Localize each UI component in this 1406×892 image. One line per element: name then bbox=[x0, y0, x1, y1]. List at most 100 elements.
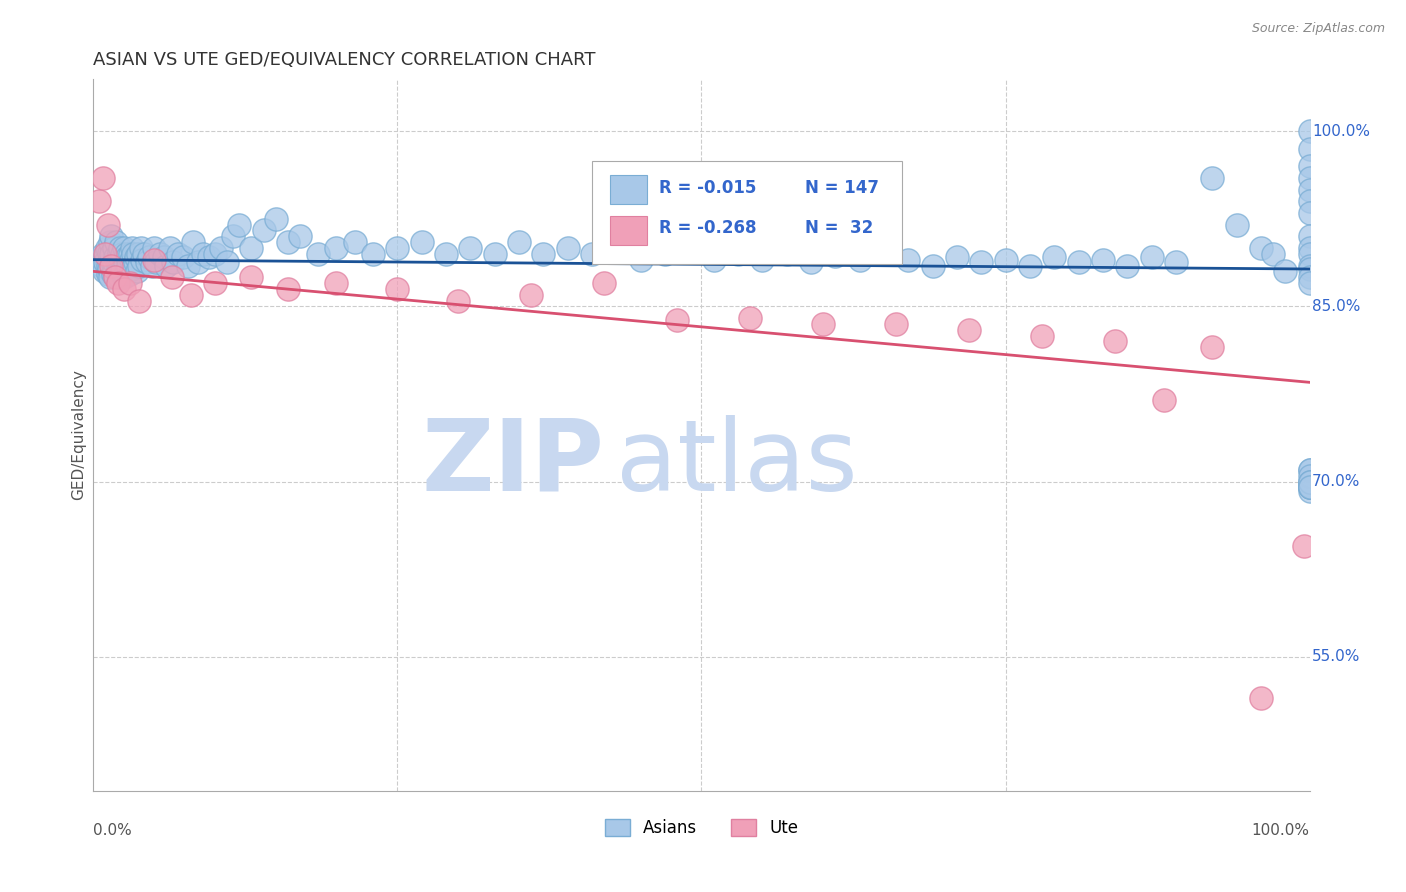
Point bbox=[167, 247, 190, 261]
Point bbox=[921, 259, 943, 273]
FancyBboxPatch shape bbox=[592, 161, 903, 264]
Point bbox=[1116, 259, 1139, 273]
Legend: Asians, Ute: Asians, Ute bbox=[598, 812, 804, 844]
Point bbox=[107, 262, 129, 277]
Point bbox=[1299, 259, 1322, 273]
Point bbox=[1274, 264, 1296, 278]
Point bbox=[127, 247, 149, 261]
Text: N = 147: N = 147 bbox=[804, 178, 879, 196]
Point bbox=[605, 241, 627, 255]
Point bbox=[1250, 241, 1272, 255]
Point bbox=[107, 245, 129, 260]
Point bbox=[115, 247, 138, 261]
Point bbox=[848, 252, 870, 267]
Point bbox=[98, 235, 121, 249]
Point bbox=[1201, 170, 1223, 185]
Point bbox=[105, 235, 128, 249]
Point bbox=[387, 241, 409, 255]
Point bbox=[1226, 218, 1249, 232]
Point bbox=[252, 223, 274, 237]
Point bbox=[89, 194, 111, 209]
Point bbox=[897, 252, 920, 267]
Point bbox=[98, 262, 121, 277]
Point bbox=[240, 270, 263, 285]
Point bbox=[124, 255, 146, 269]
Point bbox=[90, 259, 112, 273]
Point bbox=[135, 255, 157, 269]
Point bbox=[1299, 481, 1322, 495]
Point bbox=[1299, 170, 1322, 185]
Point bbox=[740, 311, 762, 326]
Point bbox=[209, 241, 232, 255]
Point bbox=[108, 259, 131, 273]
Point bbox=[187, 255, 209, 269]
Text: 55.0%: 55.0% bbox=[1312, 649, 1361, 665]
Text: ZIP: ZIP bbox=[422, 415, 605, 512]
Point bbox=[1250, 690, 1272, 705]
Point bbox=[1299, 183, 1322, 197]
Point bbox=[91, 247, 114, 261]
Point bbox=[94, 255, 117, 269]
Point bbox=[1299, 463, 1322, 477]
Point bbox=[104, 270, 127, 285]
Point bbox=[361, 247, 384, 261]
Point bbox=[1299, 481, 1322, 495]
Point bbox=[100, 259, 122, 273]
FancyBboxPatch shape bbox=[610, 176, 647, 204]
Point bbox=[101, 267, 124, 281]
Point bbox=[215, 255, 238, 269]
Point bbox=[134, 247, 156, 261]
Point bbox=[1299, 475, 1322, 489]
Point bbox=[112, 270, 135, 285]
Point bbox=[957, 323, 980, 337]
Point bbox=[107, 255, 129, 269]
Point bbox=[1019, 259, 1042, 273]
Point bbox=[181, 235, 204, 249]
Point bbox=[100, 229, 122, 244]
Point bbox=[654, 247, 676, 261]
Point bbox=[1031, 328, 1053, 343]
Point bbox=[484, 247, 506, 261]
Point bbox=[162, 255, 184, 269]
Point bbox=[107, 276, 129, 290]
Point bbox=[114, 267, 136, 281]
Point bbox=[118, 267, 141, 281]
Point bbox=[228, 218, 250, 232]
Point bbox=[114, 255, 136, 269]
Point bbox=[946, 250, 969, 264]
Point bbox=[120, 252, 142, 267]
Point bbox=[191, 247, 214, 261]
Point bbox=[800, 255, 823, 269]
Point bbox=[325, 276, 347, 290]
Point bbox=[1299, 270, 1322, 285]
Point bbox=[1201, 340, 1223, 354]
Point bbox=[104, 268, 127, 283]
Point bbox=[1299, 475, 1322, 489]
Point bbox=[121, 262, 143, 277]
Point bbox=[112, 241, 135, 255]
Point bbox=[98, 270, 121, 285]
Point bbox=[98, 245, 121, 260]
Point bbox=[152, 250, 174, 264]
Point bbox=[177, 259, 200, 273]
Point bbox=[204, 247, 226, 261]
Point bbox=[1299, 276, 1322, 290]
Point bbox=[125, 250, 148, 264]
Y-axis label: GED/Equivalency: GED/Equivalency bbox=[72, 369, 86, 500]
Point bbox=[1043, 250, 1066, 264]
Point bbox=[118, 247, 141, 261]
Point bbox=[96, 241, 118, 255]
Point bbox=[1091, 252, 1114, 267]
Point bbox=[128, 259, 150, 273]
Point bbox=[884, 317, 907, 331]
Point bbox=[129, 241, 152, 255]
Point bbox=[264, 211, 287, 226]
Point bbox=[1140, 250, 1163, 264]
Point bbox=[145, 255, 167, 269]
Point bbox=[103, 241, 125, 255]
Point bbox=[197, 250, 219, 264]
Point bbox=[97, 259, 120, 273]
Point bbox=[994, 252, 1017, 267]
Point bbox=[1299, 159, 1322, 173]
Text: N =  32: N = 32 bbox=[804, 219, 873, 237]
